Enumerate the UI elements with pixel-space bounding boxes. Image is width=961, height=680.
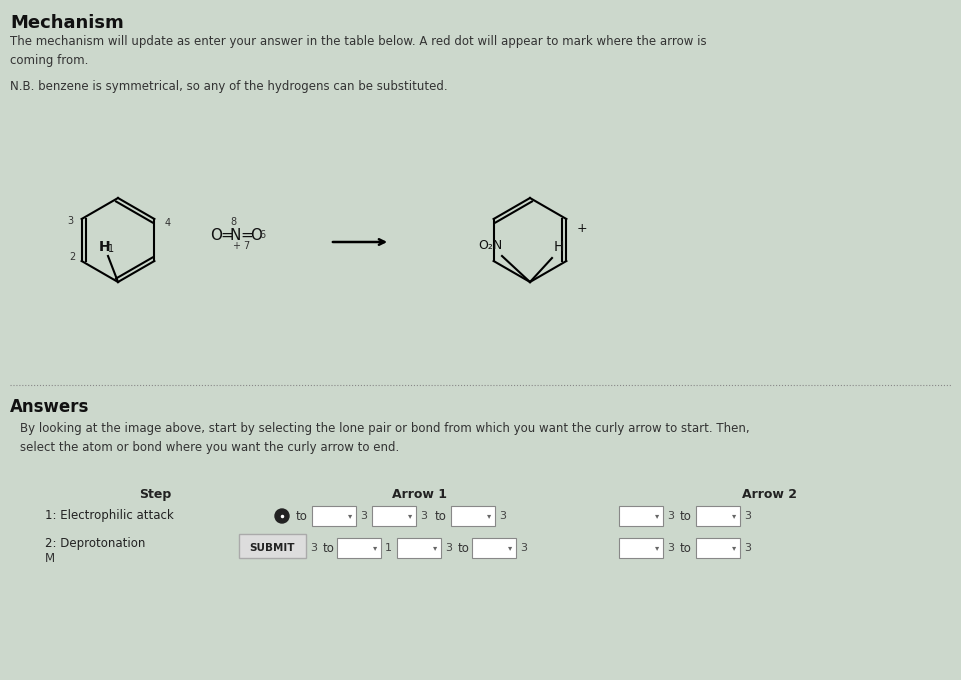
Text: O: O [209,228,222,243]
Text: N.B. benzene is symmetrical, so any of the hydrogens can be substituted.: N.B. benzene is symmetrical, so any of t… [10,80,447,93]
FancyBboxPatch shape [451,506,495,526]
Text: The mechanism will update as enter your answer in the table below. A red dot wil: The mechanism will update as enter your … [10,35,706,67]
Text: 1: Electrophilic attack: 1: Electrophilic attack [45,509,174,522]
Text: ▾: ▾ [486,511,491,520]
FancyBboxPatch shape [618,538,662,558]
Text: 3: 3 [359,511,366,521]
Text: to: to [434,509,447,522]
Text: Answers: Answers [10,398,89,416]
Text: 6: 6 [259,230,265,240]
Text: 3: 3 [309,543,317,553]
Text: N: N [230,228,241,243]
Text: to: to [679,509,691,522]
Text: 3: 3 [445,543,452,553]
Text: Arrow 1: Arrow 1 [392,488,447,501]
Text: to: to [296,509,308,522]
Text: 4: 4 [164,218,170,228]
Text: Arrow 2: Arrow 2 [742,488,797,501]
Text: to: to [457,541,469,554]
Text: ▾: ▾ [654,543,658,552]
Text: =: = [239,228,253,243]
Text: 3: 3 [666,543,674,553]
Text: =: = [220,228,233,243]
Text: +: + [577,222,587,235]
Text: ▾: ▾ [507,543,511,552]
Text: 3: 3 [743,543,751,553]
Text: Mechanism: Mechanism [10,14,124,32]
Text: 7: 7 [243,241,249,251]
Text: ▾: ▾ [654,511,658,520]
FancyBboxPatch shape [311,506,356,526]
Text: M: M [45,551,55,564]
Text: By looking at the image above, start by selecting the lone pair or bond from whi: By looking at the image above, start by … [20,422,749,454]
Text: 3: 3 [420,511,427,521]
FancyBboxPatch shape [618,506,662,526]
Text: 8: 8 [230,217,235,227]
Text: O₂N: O₂N [478,239,502,252]
Text: ▾: ▾ [432,543,437,552]
Text: ▾: ▾ [407,511,412,520]
Text: 3: 3 [67,216,74,226]
Text: ▾: ▾ [731,511,735,520]
Text: 3: 3 [499,511,505,521]
FancyBboxPatch shape [695,506,739,526]
Text: 3: 3 [743,511,751,521]
FancyBboxPatch shape [397,538,440,558]
FancyBboxPatch shape [372,506,415,526]
Text: ▾: ▾ [731,543,735,552]
Text: 3: 3 [666,511,674,521]
Text: 1: 1 [384,543,391,553]
Circle shape [275,509,288,523]
FancyBboxPatch shape [695,538,739,558]
Text: ▾: ▾ [348,511,352,520]
Text: Step: Step [138,488,171,501]
FancyBboxPatch shape [472,538,515,558]
Text: 2: Deprotonation: 2: Deprotonation [45,537,145,551]
Text: H: H [554,240,564,254]
Text: O: O [250,228,261,243]
Text: 3: 3 [520,543,527,553]
Text: SUBMIT: SUBMIT [249,543,294,553]
Text: 2: 2 [69,252,76,262]
Text: H: H [99,240,111,254]
Text: ▾: ▾ [373,543,377,552]
FancyBboxPatch shape [238,534,306,558]
Text: to: to [679,541,691,554]
Text: to: to [323,541,334,554]
Text: 1: 1 [108,244,114,254]
Text: +: + [232,241,239,251]
FancyBboxPatch shape [336,538,381,558]
